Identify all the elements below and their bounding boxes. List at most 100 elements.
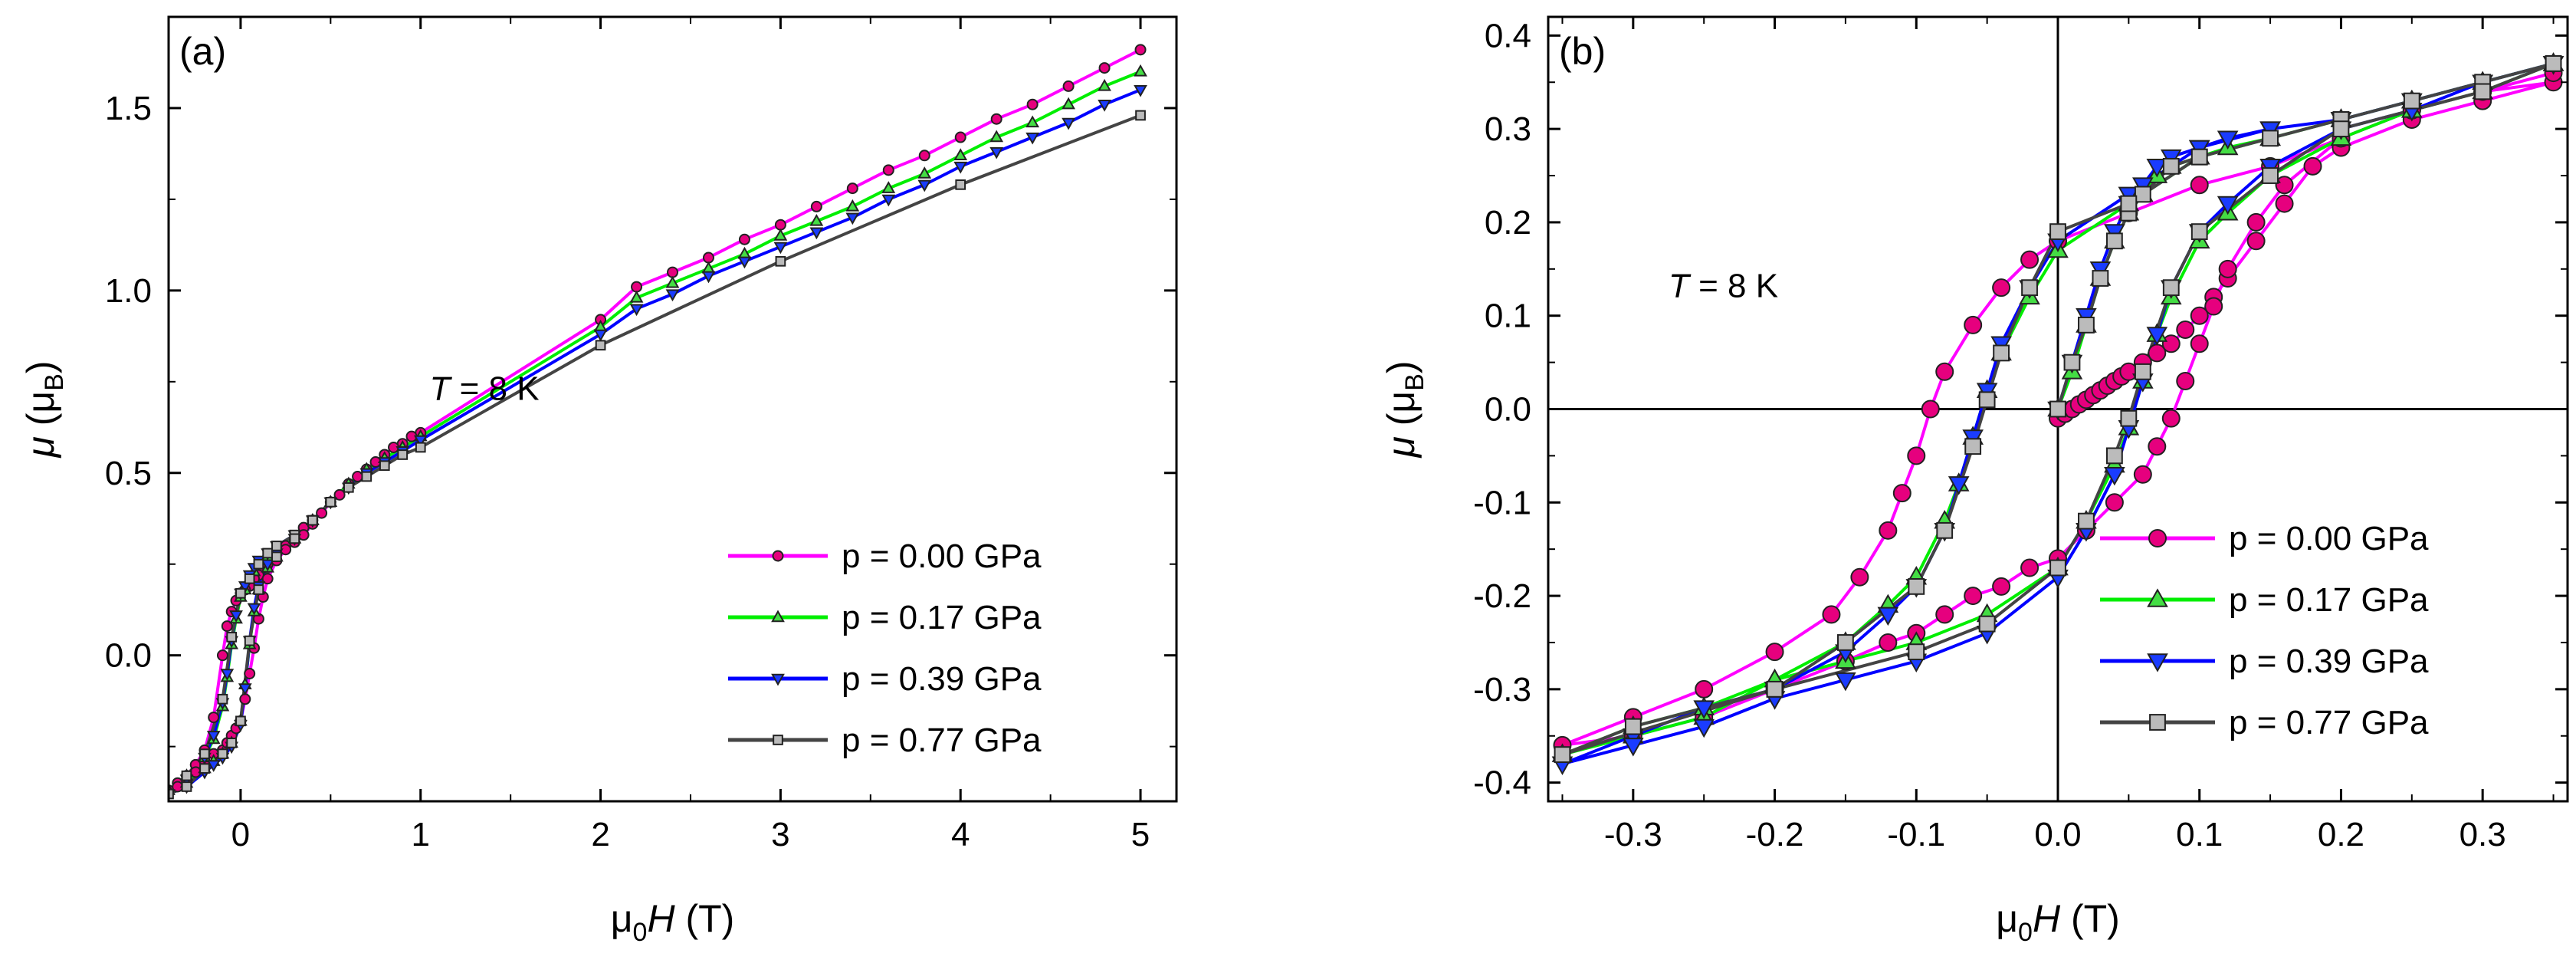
- data-point: [1964, 587, 1983, 606]
- temperature-annotation: T = 8 K: [1669, 267, 1778, 304]
- data-point: [1062, 97, 1075, 110]
- data-point: [1936, 521, 1954, 539]
- data-point: [1062, 117, 1075, 130]
- data-point: [220, 669, 235, 681]
- data-point: [773, 228, 788, 241]
- data-point: [307, 515, 318, 526]
- data-point: [235, 715, 246, 727]
- data-point: [2105, 232, 2123, 250]
- data-point: [2545, 54, 2562, 72]
- data-point: [2218, 259, 2237, 278]
- y-axis-title: μ (μB): [1380, 360, 1429, 459]
- data-point: [379, 460, 390, 472]
- legend-marker: [2147, 588, 2168, 607]
- data-point: [1693, 700, 1715, 719]
- data-point: [1908, 577, 1925, 595]
- data-point: [1693, 718, 1715, 738]
- data-point: [217, 748, 228, 759]
- data-point: [2078, 316, 2095, 334]
- data-point: [2176, 371, 2195, 390]
- data-point: [238, 683, 252, 696]
- data-point: [333, 488, 346, 501]
- data-point: [247, 603, 261, 616]
- data-point: [2049, 400, 2066, 418]
- data-point: [2104, 466, 2125, 486]
- data-point: [954, 131, 966, 143]
- data-point: [2190, 148, 2208, 166]
- data-point: [1879, 633, 1898, 652]
- data-point: [775, 255, 786, 267]
- data-point: [217, 693, 228, 705]
- data-point: [1134, 64, 1147, 77]
- data-point: [1892, 484, 1911, 503]
- data-point: [1877, 607, 1899, 626]
- data-point: [2146, 327, 2168, 346]
- data-point: [2020, 558, 2039, 577]
- data-point: [1907, 446, 1926, 465]
- x-tick-label: 2: [591, 816, 609, 853]
- legend-label: p = 0.39 GPa: [2229, 643, 2429, 680]
- legend-marker: [771, 673, 785, 686]
- data-point: [2049, 223, 2066, 241]
- data-point: [1908, 643, 1925, 661]
- data-point: [1062, 80, 1075, 92]
- data-point: [701, 271, 716, 284]
- legend: p = 0.00 GPa p = 0.17 GPa p = 0.39 GPa p = …: [2100, 520, 2429, 741]
- data-point: [1978, 615, 1996, 633]
- data-point: [413, 435, 428, 448]
- data-point: [244, 635, 255, 646]
- plot-area: [1551, 52, 2565, 775]
- legend-label: p = 0.77 GPa: [2229, 704, 2429, 741]
- data-point: [2217, 130, 2239, 150]
- data-point: [253, 584, 264, 595]
- data-point: [239, 693, 251, 705]
- data-point: [1935, 362, 1954, 381]
- legend: p = 0.00 GPa p = 0.17 GPa p = 0.39 GPa p = …: [728, 538, 1042, 759]
- data-point: [1964, 315, 1983, 334]
- data-point: [2190, 176, 2209, 195]
- data-point: [289, 533, 300, 544]
- data-point: [1624, 718, 1642, 735]
- y-tick-label: -0.2: [1473, 577, 1531, 615]
- x-tick-label: -0.3: [1604, 816, 1662, 853]
- data-point: [2262, 130, 2279, 147]
- data-point: [917, 179, 932, 192]
- panel-label: (b): [1559, 30, 1606, 73]
- data-point: [1766, 680, 1784, 698]
- data-point: [917, 166, 932, 179]
- data-point: [1695, 679, 1714, 699]
- data-point: [2190, 306, 2209, 325]
- data-point: [2092, 270, 2109, 287]
- data-point: [2161, 409, 2181, 428]
- data-point: [2190, 334, 2209, 353]
- data-point: [397, 449, 409, 460]
- data-point: [631, 281, 643, 293]
- data-point: [2063, 353, 2081, 371]
- data-point: [208, 712, 220, 724]
- data-point: [2021, 279, 2038, 297]
- data-point: [244, 573, 255, 584]
- x-tick-label: -0.2: [1746, 816, 1804, 853]
- data-point: [774, 219, 786, 231]
- data-point: [1025, 115, 1040, 128]
- data-point: [415, 442, 426, 453]
- y-tick-label: 1.5: [105, 90, 152, 127]
- data-point: [2133, 465, 2152, 484]
- data-point: [1948, 476, 1970, 495]
- data-point: [181, 781, 192, 792]
- data-point: [773, 242, 788, 255]
- data-point: [2120, 195, 2138, 212]
- data-point: [1026, 98, 1039, 110]
- y-tick-label: 0.0: [105, 637, 152, 675]
- data-point: [199, 763, 210, 774]
- legend-marker: [2149, 714, 2166, 731]
- data-point: [1993, 344, 2010, 362]
- data-point: [271, 541, 282, 551]
- data-point: [262, 547, 274, 559]
- legend-label: p = 0.17 GPa: [842, 599, 1042, 636]
- data-point: [2049, 559, 2066, 577]
- data-point: [1835, 672, 1856, 692]
- data-point: [2161, 334, 2181, 353]
- data-point: [2204, 297, 2223, 316]
